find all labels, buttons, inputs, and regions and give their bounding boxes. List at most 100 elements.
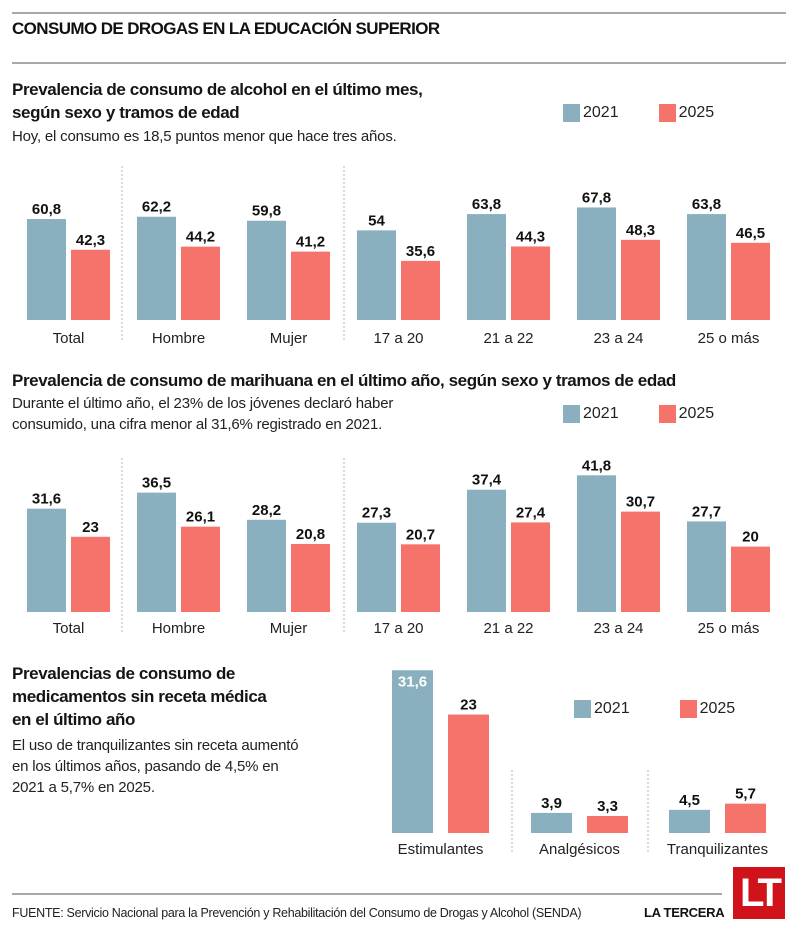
bar-2025-estimulantes [448, 714, 489, 833]
value-label: 60,8 [32, 201, 61, 218]
legend-item-2025: 2025 [658, 405, 715, 423]
medicamentos-title: Prevalencias de consumo de medicamentos … [12, 662, 267, 731]
category-label: 17 a 20 [373, 330, 423, 347]
value-label: 31,6 [398, 673, 427, 690]
brand-name: LA TERCERA [644, 905, 725, 920]
medicamentos-chart: 31,6 23 Estimulantes 3,9 3,3 Analgésicos 4,5 5,… [392, 670, 768, 858]
category-label: Total [53, 620, 85, 637]
value-label: 41,8 [582, 457, 611, 474]
alcohol-legend: 2021 2025 [563, 104, 754, 122]
value-label: 27,3 [362, 505, 391, 522]
marihuana-subtitle: Durante el último año, el 23% de los jóv… [12, 393, 393, 435]
value-label: 26,1 [186, 509, 215, 526]
legend-label-2025: 2025 [678, 104, 715, 121]
value-label: 31,6 [32, 491, 61, 508]
value-label: 23 [82, 519, 99, 536]
value-label: 44,2 [186, 229, 215, 246]
bar-2021-23-a-24 [577, 475, 616, 612]
alcohol-title: Prevalencia de consumo de alcohol en el … [12, 78, 423, 124]
bar-2025-23-a-24 [621, 511, 660, 612]
bar-2025-total [71, 249, 110, 320]
category-label: 21 a 22 [483, 620, 533, 637]
value-label: 35,6 [406, 243, 435, 260]
bar-2021-17-a-20 [357, 522, 396, 612]
value-label: 54 [368, 212, 385, 229]
value-label: 44,3 [516, 228, 545, 245]
bar-2021-mujer [247, 519, 286, 612]
alcohol-subtitle: Hoy, el consumo es 18,5 puntos menor que… [12, 128, 397, 145]
alcohol-title-line1: Prevalencia de consumo de alcohol en el … [12, 80, 423, 99]
bar-2025-21-a-22 [511, 246, 550, 320]
bar-2021-hombre [137, 492, 176, 612]
bar-2021-total [27, 508, 66, 612]
value-label: 37,4 [472, 472, 502, 489]
legend-label-2021: 2021 [594, 700, 630, 717]
value-label: 23 [460, 697, 477, 714]
value-label: 41,2 [296, 234, 325, 251]
bar-2025-tranquilizantes [725, 803, 766, 833]
category-label: Hombre [152, 620, 205, 637]
page-title: CONSUMO DE DROGAS EN LA EDUCACIÓN SUPERI… [12, 19, 440, 38]
bar-2021-23-a-24 [577, 207, 616, 320]
legend-swatch-2021 [574, 700, 591, 718]
top-rule [12, 12, 786, 14]
bar-2025-25-o-más [731, 546, 770, 612]
alcohol-title-line2: según sexo y tramos de edad [12, 103, 240, 122]
marihuana-subtitle-line1: Durante el último año, el 23% de los jóv… [12, 395, 394, 412]
medicamentos-subtitle: El uso de tranquilizantes sin receta aum… [12, 735, 299, 798]
category-label: 17 a 20 [373, 620, 423, 637]
legend-swatch-2021 [563, 104, 580, 122]
medicamentos-title-line3: en el último año [12, 710, 136, 729]
category-label: Mujer [270, 620, 308, 637]
footer-rule [12, 893, 722, 895]
medicamentos-title-line2: medicamentos sin receta médica [12, 687, 267, 706]
legend-item-2025: 2025 [679, 700, 735, 718]
value-label: 3,9 [541, 795, 562, 812]
category-label: Analgésicos [539, 841, 620, 858]
value-label: 63,8 [472, 196, 501, 213]
legend-swatch-2025 [658, 104, 676, 122]
legend-swatch-2021 [563, 405, 580, 423]
bar-2021-21-a-22 [467, 489, 506, 612]
value-label: 27,7 [692, 503, 721, 520]
legend-item-2025: 2025 [658, 104, 715, 122]
bar-2021-hombre [137, 216, 176, 320]
legend-label-2021: 2021 [583, 104, 619, 121]
bar-2021-mujer [247, 220, 286, 320]
category-label: 25 o más [698, 330, 760, 347]
medicamentos-subtitle-line2: en los últimos años, pasando de 4,5% en [12, 758, 279, 775]
category-label: Hombre [152, 330, 205, 347]
value-label: 42,3 [76, 232, 105, 249]
category-label: Tranquilizantes [667, 841, 768, 858]
bar-2021-tranquilizantes [669, 809, 710, 833]
legend-label-2025: 2025 [678, 405, 715, 422]
value-label: 30,7 [626, 494, 655, 511]
bar-2025-total [71, 536, 110, 612]
value-label: 3,3 [597, 798, 618, 815]
bar-2021-analgésicos [531, 812, 572, 833]
category-label: Total [53, 330, 85, 347]
value-label: 20,8 [296, 526, 325, 543]
bar-2021-17-a-20 [357, 230, 396, 320]
value-label: 20 [742, 529, 759, 546]
marihuana-subtitle-line2: consumido, una cifra menor al 31,6% regi… [12, 416, 383, 433]
source-note: FUENTE: Servicio Nacional para la Preven… [12, 906, 582, 920]
value-label: 48,3 [626, 222, 655, 239]
bar-2025-hombre [181, 246, 220, 320]
bar-2021-21-a-22 [467, 214, 506, 320]
value-label: 4,5 [679, 792, 700, 809]
legend-label-2021: 2021 [583, 405, 619, 422]
legend-item-2021: 2021 [574, 700, 630, 718]
la-tercera-logo: LT [733, 867, 785, 919]
value-label: 59,8 [252, 203, 281, 220]
bar-2025-mujer [291, 251, 330, 320]
bar-2025-hombre [181, 526, 220, 612]
legend-item-2021: 2021 [563, 405, 619, 423]
bar-2021-estimulantes [392, 670, 433, 833]
marihuana-legend: 2021 2025 [563, 405, 754, 423]
category-label: 23 a 24 [593, 330, 643, 347]
medicamentos-legend: 2021 2025 [574, 700, 775, 718]
value-label: 62,2 [142, 199, 171, 216]
value-label: 5,7 [735, 786, 756, 803]
medicamentos-subtitle-line3: 2021 a 5,7% en 2025. [12, 779, 155, 796]
